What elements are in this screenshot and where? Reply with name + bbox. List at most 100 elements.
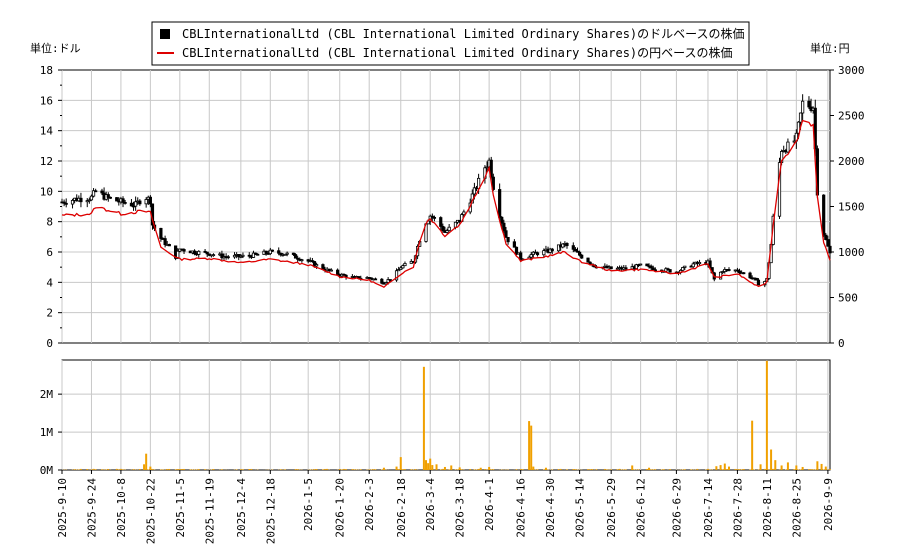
- usd-candle-body: [737, 270, 742, 274]
- volume-bar: [443, 466, 446, 470]
- volume-bar: [808, 469, 810, 470]
- axis-labels: 0 2 4 6 8 10 12 14 16 18 0 500 1000 1500 2000 2500 3000 2…: [40, 64, 865, 544]
- usd-candle-body: [485, 166, 489, 169]
- volume-bar: [105, 469, 107, 470]
- usd-candle-body: [445, 230, 449, 233]
- usd-candle-body: [388, 279, 392, 281]
- usd-candle-body: [167, 243, 171, 247]
- volume-bar: [431, 465, 434, 470]
- volume-bar: [374, 469, 377, 470]
- usd-candle-body: [100, 190, 104, 194]
- usd-candle-body: [182, 249, 186, 252]
- right-tick-label: 500: [838, 292, 858, 305]
- right-axis-unit: 単位:円: [810, 41, 850, 55]
- usd-candle-body: [645, 263, 649, 267]
- volume-bar: [723, 463, 726, 470]
- usd-candle-body: [828, 245, 832, 254]
- volume-bar: [458, 467, 461, 470]
- volume-bar: [522, 469, 524, 470]
- volume-bar: [477, 468, 480, 470]
- volume-bar: [78, 469, 80, 470]
- x-tick-label: 2026-6-12: [635, 478, 648, 538]
- volume-bar: [765, 360, 768, 470]
- usd-candle-body: [514, 246, 519, 255]
- volume-bar: [812, 469, 814, 470]
- usd-candle-body: [441, 226, 445, 232]
- usd-candle-body: [283, 253, 287, 256]
- x-tick-label: 2025-9-24: [85, 478, 98, 538]
- usd-candle-body: [251, 252, 256, 258]
- volume-bar: [606, 469, 608, 470]
- usd-candle-body: [241, 254, 245, 257]
- volume-bar: [397, 469, 400, 470]
- volume-bar: [740, 469, 743, 470]
- volume-bar: [785, 469, 787, 470]
- usd-candle-body: [123, 202, 127, 204]
- volume-bar: [604, 468, 606, 470]
- right-tick-label: 2500: [838, 110, 865, 123]
- volume-bar: [414, 469, 417, 470]
- usd-candle-body: [748, 272, 752, 279]
- usd-candle-body: [264, 250, 268, 254]
- volume-bar: [786, 462, 789, 470]
- x-tick-label: 2026-8-25: [790, 478, 803, 538]
- volume-bar: [145, 453, 148, 470]
- volume-bar: [427, 463, 430, 470]
- volume-bar: [359, 469, 362, 470]
- volume-tick-label: 1M: [40, 426, 54, 439]
- x-tick-label: 2025-10-8: [115, 478, 128, 538]
- usd-candle-body: [148, 196, 152, 205]
- legend-jpy-label: CBLInternationalLtd (CBL International L…: [182, 45, 733, 60]
- usd-candle-body: [386, 279, 390, 283]
- volume-bar: [721, 469, 724, 470]
- usd-candle-body: [512, 241, 516, 248]
- usd-candle-body: [159, 227, 163, 239]
- volume-bar: [132, 469, 135, 470]
- x-tick-label: 2026-7-28: [731, 478, 744, 538]
- usd-candle-body: [447, 226, 451, 231]
- volume-bar: [139, 469, 141, 470]
- left-tick-label: 0: [46, 337, 53, 350]
- volume-bar: [450, 465, 453, 470]
- volume-bar: [801, 466, 804, 470]
- usd-candle-body: [472, 187, 477, 195]
- volume-bar: [395, 466, 398, 470]
- volume-bar: [566, 469, 568, 470]
- volume-bar: [166, 469, 169, 470]
- volume-bar: [324, 468, 326, 470]
- usd-candle-body: [519, 252, 523, 260]
- left-tick-label: 18: [40, 64, 53, 77]
- x-tick-label: 2026-7-14: [702, 478, 715, 538]
- volume-bar: [351, 469, 354, 470]
- volume-bar: [160, 469, 162, 470]
- usd-candle-body: [197, 250, 201, 255]
- usd-candle-body: [62, 201, 66, 204]
- usd-candle-body: [718, 271, 723, 280]
- volume-bar: [183, 468, 185, 470]
- volume-bar: [715, 466, 718, 470]
- usd-candle-body: [296, 257, 300, 260]
- right-tick-label: 1500: [838, 201, 865, 214]
- usd-candle-body: [399, 267, 403, 270]
- volume-bar: [654, 469, 657, 470]
- x-tick-label: 2026-6-29: [670, 478, 683, 538]
- x-tick-label: 2026-3-18: [454, 478, 467, 538]
- volume-bar: [341, 469, 343, 470]
- usd-candle-body: [87, 199, 91, 202]
- x-tick-label: 2026-3-4: [424, 478, 437, 531]
- volume-bar: [572, 469, 575, 470]
- volume-bar: [429, 458, 432, 470]
- volume-bar: [338, 469, 341, 470]
- volume-bar: [107, 469, 110, 470]
- volume-bar: [490, 469, 493, 470]
- volume-bar: [370, 469, 373, 470]
- volume-bar: [633, 469, 636, 470]
- volume-bar: [248, 468, 251, 470]
- volume-tick-label: 2M: [40, 388, 54, 401]
- usd-candle-body: [115, 197, 119, 202]
- volume-bar: [460, 469, 463, 470]
- volume-bar: [115, 468, 118, 470]
- volume-bar: [799, 469, 802, 470]
- usd-candle-body: [609, 266, 613, 270]
- volume-bar: [637, 469, 640, 470]
